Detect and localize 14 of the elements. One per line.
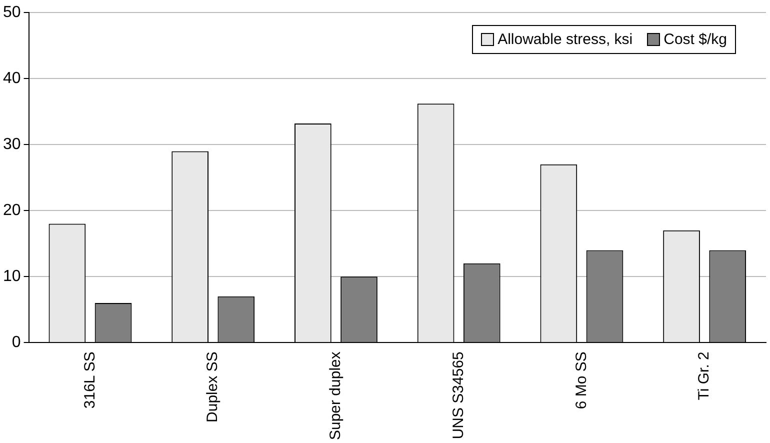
legend-label: Cost $/kg [664, 30, 727, 48]
x-tick-label: Duplex SS [204, 352, 222, 422]
x-tick-label: 6 Mo SS [572, 352, 590, 410]
x-tick-label: Super duplex [327, 351, 344, 440]
x-tick-label: 316L SS [81, 352, 98, 409]
y-tick-label: 40 [3, 70, 21, 88]
legend-label: Allowable stress, ksi [498, 30, 633, 48]
x-tick-label: Ti Gr. 2 [696, 352, 713, 400]
y-tick-label: 30 [3, 136, 21, 154]
y-tick-label: 0 [12, 334, 21, 352]
y-tick-label: 10 [3, 268, 21, 286]
x-tick-label: UNS S34565 [450, 352, 467, 440]
y-tick-label: 50 [3, 4, 21, 22]
y-tick-label: 20 [3, 202, 21, 220]
